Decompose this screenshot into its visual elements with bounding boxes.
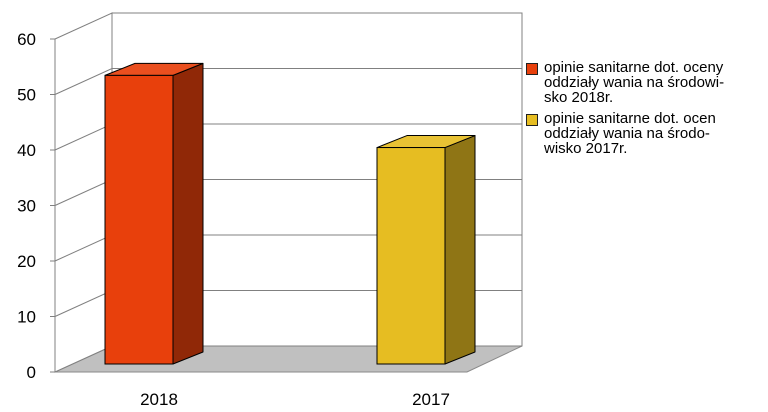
legend-swatch-2018: [526, 63, 538, 75]
legend: opinie sanitarne dot. oceny oddziały wan…: [526, 60, 766, 162]
y-tick-label: 40: [17, 141, 36, 160]
y-tick-label: 0: [27, 363, 36, 382]
y-tick-label: 10: [17, 308, 36, 327]
x-tick-label: 2017: [412, 390, 450, 409]
legend-item-2018: opinie sanitarne dot. oceny oddziały wan…: [526, 60, 766, 105]
legend-item-2017: opinie sanitarne dot. ocen oddziały wani…: [526, 111, 766, 156]
y-tick-label: 20: [17, 252, 36, 271]
grid-line: [54, 68, 522, 95]
x-tick-label: 2018: [140, 390, 178, 409]
bar-side-2017: [444, 135, 476, 365]
bar-2017: [376, 135, 476, 365]
bar-front-2018: [104, 74, 174, 365]
y-tick-label: 60: [17, 30, 36, 49]
legend-label-2018: opinie sanitarne dot. oceny oddziały wan…: [544, 59, 725, 106]
y-axis-ticks: 0 10 20 30 40 50 60: [17, 30, 55, 382]
bars: [104, 62, 476, 365]
bar-front-2017: [376, 147, 446, 365]
y-tick-label: 50: [17, 86, 36, 105]
x-axis-labels: 2018 2017: [140, 390, 450, 409]
legend-swatch-2017: [526, 114, 538, 126]
bar-side-2018: [172, 62, 204, 365]
bar-2018: [104, 62, 204, 365]
y-tick-label: 30: [17, 197, 36, 216]
legend-label-2017: opinie sanitarne dot. ocen oddziały wani…: [544, 110, 716, 157]
